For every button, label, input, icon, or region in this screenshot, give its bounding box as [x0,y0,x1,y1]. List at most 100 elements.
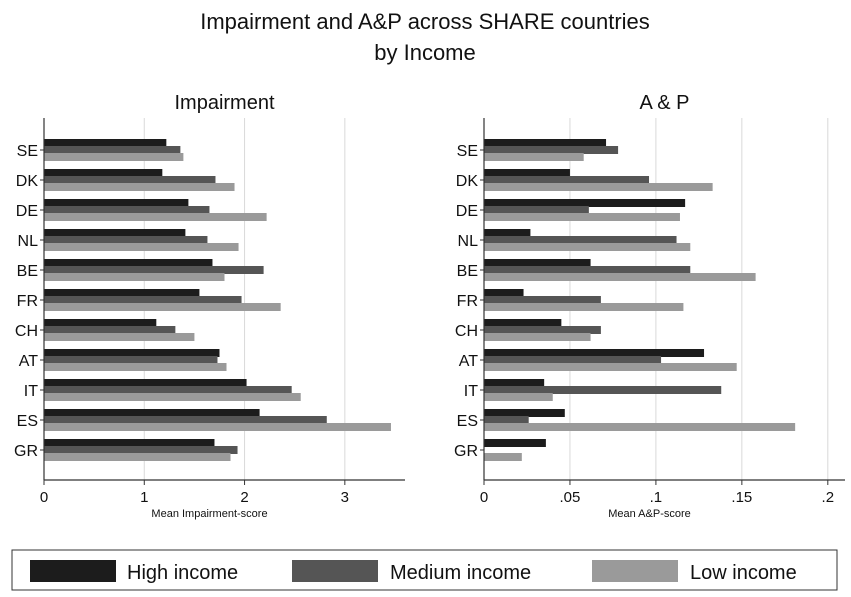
bar-se-medium [44,146,181,154]
category-label: GR [14,443,38,460]
bar-be-medium [484,266,691,274]
bar-fr-medium [44,296,242,304]
bar-se-medium [484,146,619,154]
bar-de-high [484,199,686,207]
legend-label: High income [127,562,238,584]
category-label: FR [17,293,38,310]
bar-dk-low [484,183,713,191]
impairment-panel: Impairment SE DK DE NL BE FR CH AT IT ES GR 0 1 2 3 Mean… [14,92,405,520]
bar-fr-low [484,303,684,311]
bar-fr-high [484,289,524,297]
x-axis-label: Mean A&P-score [608,508,691,520]
panel-title: Impairment [174,92,274,114]
bar-it-high [44,379,247,387]
bar-gr-medium [44,446,238,454]
bar-nl-high [44,229,186,237]
bar-at-medium [484,356,662,364]
bar-dk-medium [484,176,650,184]
x-tick-label: 0 [480,489,488,506]
bar-ch-medium [44,326,176,334]
bar-be-high [44,259,213,267]
bar-it-low [44,393,301,401]
bar-nl-low [484,243,691,251]
bar-nl-medium [44,236,208,244]
category-label: IT [24,383,38,400]
bar-at-high [44,349,220,357]
legend-swatch [292,560,378,582]
bar-se-low [44,153,184,161]
category-label: CH [15,323,38,340]
category-label: IT [464,383,478,400]
bar-dk-medium [44,176,216,184]
x-axis-label: Mean Impairment-score [151,508,267,520]
bar-ch-high [484,319,562,327]
bar-be-low [484,273,756,281]
bar-de-low [484,213,680,221]
legend: High income Medium income Low income [11,549,838,591]
bar-es-medium [44,416,327,424]
category-label: DK [456,173,479,190]
bar-ch-high [44,319,157,327]
bar-de-medium [484,206,589,214]
bar-es-high [44,409,260,417]
bar-at-high [484,349,705,357]
bar-ch-medium [484,326,601,334]
bar-es-low [44,423,391,431]
bar-gr-low [484,453,522,461]
category-label: BE [457,263,478,280]
category-label: AT [19,353,38,370]
bar-it-high [484,379,545,387]
bar-at-low [44,363,227,371]
legend-box [11,549,838,591]
x-tick-label: .15 [731,489,752,506]
category-label: NL [458,233,479,250]
bar-fr-high [44,289,200,297]
bar-be-high [484,259,591,267]
x-tick-label: 0 [40,489,48,506]
bar-ch-low [44,333,195,341]
bar-se-high [44,139,167,147]
bar-nl-high [484,229,531,237]
category-label: AT [459,353,478,370]
x-tick-label: 3 [341,489,349,506]
legend-label: Medium income [390,562,531,584]
bar-de-low [44,213,267,221]
bar-es-medium [484,416,529,424]
ap-panel: A & P SE DK DE NL BE FR CH AT IT ES GR 0 .05 .1 .15 .2 Me… [454,92,845,520]
bar-at-medium [44,356,218,364]
bar-gr-low [44,453,231,461]
bar-dk-high [44,169,163,177]
x-tick-label: 1 [140,489,148,506]
legend-swatch [592,560,678,582]
x-tick-label: .05 [560,489,581,506]
bar-es-low [484,423,796,431]
bar-gr-high [484,439,546,447]
bar-nl-low [44,243,239,251]
bar-be-medium [44,266,264,274]
legend-swatch [30,560,116,582]
bar-de-high [44,199,189,207]
x-tick-label: .1 [650,489,663,506]
bar-dk-high [484,169,570,177]
category-label: ES [17,413,38,430]
bar-at-low [484,363,737,371]
bar-se-low [484,153,584,161]
bar-de-medium [44,206,210,214]
category-label: FR [457,293,478,310]
category-label: DE [16,203,38,220]
x-tick-label: 2 [240,489,248,506]
bar-nl-medium [484,236,677,244]
category-label: DE [456,203,478,220]
bar-dk-low [44,183,235,191]
legend-label: Low income [690,562,797,584]
bar-fr-medium [484,296,601,304]
bar-se-high [484,139,607,147]
category-label: BE [17,263,38,280]
bar-it-low [484,393,553,401]
bar-fr-low [44,303,281,311]
figure-title-line2: by Income [374,40,476,65]
category-label: CH [455,323,478,340]
bar-es-high [484,409,565,417]
